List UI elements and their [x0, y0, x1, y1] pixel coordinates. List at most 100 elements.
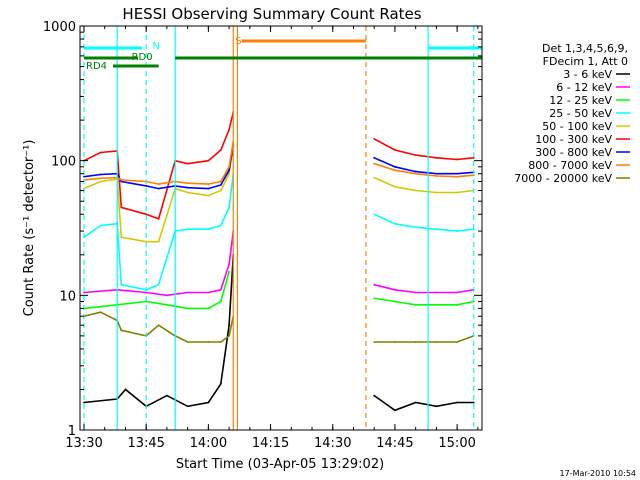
data-point [414, 341, 417, 343]
data-point [83, 401, 85, 404]
y-axis-label: Count Rate (s⁻¹ detector⁻¹) [22, 140, 37, 317]
data-point [99, 311, 102, 314]
legend-label: 300 - 800 keV [535, 146, 612, 159]
x-tick-label: 15:00 [438, 436, 475, 451]
series-1 [83, 230, 475, 297]
flag-label-rd4: RD4 [86, 61, 107, 72]
series-line-3 [83, 173, 235, 291]
legend-label: 7000 - 20000 keV [514, 172, 612, 185]
x-tick-label: 14:30 [314, 436, 351, 451]
legend-header: FDecim 1, Att 0 [543, 55, 628, 68]
series-3 [83, 172, 475, 291]
data-point [394, 222, 396, 225]
data-point [186, 162, 189, 165]
timestamp: 17-Mar-2010 10:54 [560, 469, 637, 478]
data-point [414, 226, 417, 229]
data-point [186, 307, 189, 310]
series-line-2 [83, 271, 230, 310]
data-point [456, 172, 459, 175]
series-line-6 [83, 145, 235, 190]
y-tick-label: 100 [51, 155, 76, 170]
data-point [373, 297, 376, 300]
data-point [435, 405, 438, 408]
legend-label: 100 - 300 keV [535, 133, 612, 146]
data-point [207, 187, 210, 190]
data-point [373, 341, 376, 343]
data-point [414, 189, 417, 192]
y-tick-label: 10 [59, 289, 76, 304]
series-line-2-b [374, 297, 474, 306]
data-point [373, 394, 376, 397]
data-point [219, 224, 222, 227]
data-point [186, 405, 189, 408]
data-point [120, 283, 123, 286]
data-point [456, 341, 459, 343]
data-point [186, 191, 189, 194]
data-point [186, 182, 189, 185]
y-tick-label: 1000 [43, 20, 76, 35]
data-point [120, 329, 123, 332]
data-point [435, 341, 438, 343]
data-point [373, 176, 376, 179]
data-point [414, 401, 417, 404]
data-point [414, 172, 417, 175]
data-point [414, 170, 417, 173]
data-point [145, 300, 148, 303]
data-point [456, 303, 459, 306]
y-tick-label: 1 [68, 424, 76, 439]
series-line-0-b [373, 394, 474, 412]
data-point [373, 138, 376, 140]
data-point [435, 172, 438, 175]
data-point [120, 180, 123, 183]
data-point [373, 213, 376, 216]
chart-title: HESSI Observing Summary Count Rates [122, 5, 421, 23]
series-line-4-b [373, 176, 474, 194]
data-point [394, 288, 396, 291]
chart-marks [83, 26, 482, 430]
data-point [120, 206, 123, 209]
series-line-5 [83, 111, 235, 220]
data-point [186, 228, 189, 231]
data-point [120, 178, 123, 181]
data-point [186, 341, 189, 343]
data-point [219, 180, 222, 183]
data-point [207, 183, 210, 185]
plot-frame [79, 25, 483, 431]
x-tick-label: 13:30 [65, 436, 102, 451]
data-point [207, 341, 210, 343]
flag-label-n: N [152, 41, 159, 52]
data-point [472, 156, 475, 159]
data-point [207, 401, 210, 404]
data-point [228, 206, 231, 209]
series-6 [83, 144, 475, 190]
data-point [472, 300, 475, 303]
data-point [157, 283, 160, 286]
data-point [99, 177, 102, 180]
series-line-6-b [373, 157, 474, 175]
series-8 [83, 311, 475, 343]
data-point [99, 180, 102, 183]
data-point [435, 191, 438, 194]
data-point [373, 162, 376, 165]
x-tick-label: 14:45 [376, 436, 413, 451]
data-point [157, 183, 160, 185]
data-point [99, 173, 102, 176]
data-point [414, 291, 417, 294]
data-point [99, 151, 102, 154]
data-point [435, 156, 438, 159]
data-point [394, 341, 396, 343]
data-point [228, 128, 231, 131]
series-line-3-b [373, 213, 474, 232]
data-point [394, 185, 396, 188]
data-point [228, 334, 231, 337]
data-point [219, 382, 222, 385]
data-point [166, 303, 168, 306]
legend-header: Det 1,3,4,5,6,9, [542, 42, 628, 55]
data-point [145, 213, 148, 216]
series-line-0 [83, 254, 235, 408]
flag-label-s: S [235, 36, 241, 47]
series-line-7-b [373, 162, 474, 178]
data-point [228, 165, 231, 168]
data-point [435, 291, 438, 294]
